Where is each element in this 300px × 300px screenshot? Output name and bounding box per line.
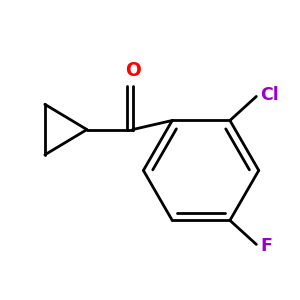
Text: F: F <box>260 237 272 255</box>
Text: O: O <box>124 61 140 80</box>
Text: Cl: Cl <box>260 86 279 104</box>
